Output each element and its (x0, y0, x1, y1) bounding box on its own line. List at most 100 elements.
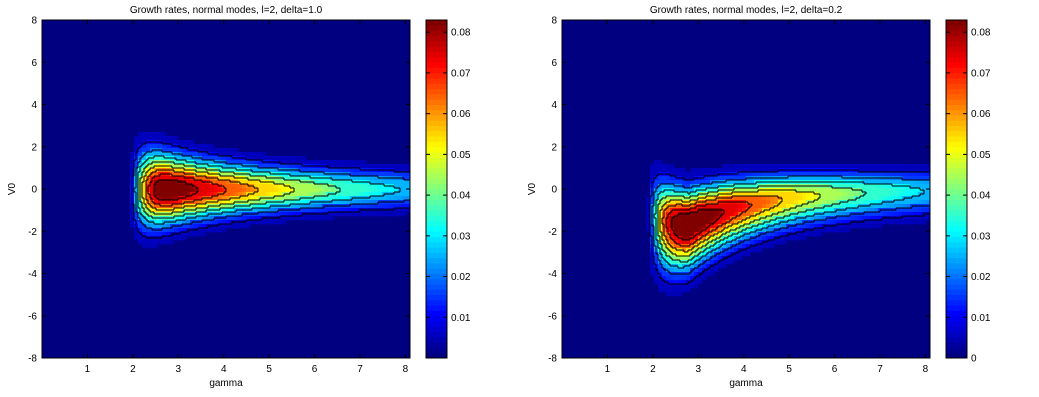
heatmap-cell (878, 184, 883, 189)
heatmap-cell (390, 204, 395, 209)
heatmap-cell (658, 244, 663, 249)
heatmap-cell (650, 196, 655, 201)
heatmap-cell (166, 176, 171, 181)
heatmap-cell (746, 244, 751, 249)
heatmap-cell (870, 220, 875, 225)
heatmap-cell (322, 184, 327, 189)
heatmap-cell (794, 224, 799, 229)
heatmap-cell (734, 164, 739, 169)
colorbar-segment (426, 278, 447, 285)
heatmap-cell (358, 204, 363, 209)
heatmap-cell (302, 156, 307, 161)
heatmap-cell (282, 196, 287, 201)
heatmap-cell (174, 212, 179, 217)
heatmap-cell (302, 188, 307, 193)
heatmap-cell (354, 172, 359, 177)
heatmap-cell (158, 180, 163, 185)
heatmap-cell (818, 188, 823, 193)
heatmap-cell (182, 148, 187, 153)
heatmap-cell (406, 176, 411, 181)
colorbar-segment (946, 189, 967, 195)
heatmap-cell (274, 180, 279, 185)
heatmap-cell (394, 204, 399, 209)
heatmap-cell (718, 228, 723, 233)
heatmap-cell (382, 212, 387, 217)
heatmap-cell (794, 196, 799, 201)
heatmap-cell (230, 216, 235, 221)
heatmap-cell (390, 180, 395, 185)
heatmap-cell (206, 144, 211, 149)
heatmap-cell (810, 204, 815, 209)
colorbar-segment (426, 51, 447, 58)
heatmap-cell (278, 180, 283, 185)
heatmap-cell (874, 168, 879, 173)
heatmap-cell (150, 180, 155, 185)
heatmap-cell (718, 216, 723, 221)
heatmap-cell (754, 200, 759, 205)
heatmap-cell (826, 176, 831, 181)
heatmap-cell (170, 148, 175, 153)
heatmap-cell (182, 152, 187, 157)
heatmap-cell (714, 256, 719, 261)
heatmap-cell (666, 252, 671, 257)
heatmap-cell (694, 276, 699, 281)
heatmap-cell (898, 212, 903, 217)
heatmap-cell (650, 232, 655, 237)
heatmap-cell (710, 236, 715, 241)
heatmap-cell (298, 192, 303, 197)
heatmap-cell (898, 180, 903, 185)
heatmap-cell (874, 184, 879, 189)
heatmap-cell (730, 240, 735, 245)
heatmap-cell (154, 220, 159, 225)
heatmap-cell (894, 196, 899, 201)
heatmap-cell (134, 232, 139, 237)
heatmap-cell (846, 204, 851, 209)
heatmap-cell (130, 208, 135, 213)
heatmap-cell (154, 200, 159, 205)
contour-line (139, 161, 341, 219)
heatmap-cell (270, 208, 275, 213)
heatmap-cell (286, 200, 291, 205)
heatmap-cell (174, 180, 179, 185)
heatmap-cell (658, 164, 663, 169)
heatmap-cell (838, 172, 843, 177)
heatmap-cell (354, 212, 359, 217)
heatmap-cell (694, 272, 699, 277)
heatmap-cell (666, 220, 671, 225)
heatmap-cell (722, 204, 727, 209)
heatmap-cell (818, 176, 823, 181)
heatmap-cell (714, 176, 719, 181)
heatmap-cell (778, 164, 783, 169)
heatmap-cell (746, 192, 751, 197)
heatmap-cell (358, 192, 363, 197)
heatmap-cell (398, 164, 403, 169)
heatmap-cell (282, 156, 287, 161)
heatmap-cell (354, 184, 359, 189)
heatmap-cell (698, 268, 703, 273)
heatmap-cell (862, 168, 867, 173)
heatmap-cell (650, 264, 655, 269)
heatmap-cell (362, 184, 367, 189)
heatmap-cell (762, 224, 767, 229)
heatmap-cell (654, 180, 659, 185)
heatmap-cell (678, 288, 683, 293)
heatmap-cell (770, 232, 775, 237)
heatmap-cell (866, 168, 871, 173)
heatmap-cell (194, 144, 199, 149)
heatmap-cell (254, 188, 259, 193)
heatmap-cell (150, 136, 155, 141)
heatmap-cell (910, 164, 915, 169)
heatmap-cell (162, 224, 167, 229)
heatmap-cell (198, 180, 203, 185)
heatmap-cell (658, 184, 663, 189)
heatmap-cell (154, 232, 159, 237)
colorbar-segment (426, 130, 447, 137)
heatmap-cell (862, 200, 867, 205)
heatmap-cell (802, 192, 807, 197)
heatmap-cell (186, 184, 191, 189)
heatmap-cell (906, 192, 911, 197)
heatmap-cell (766, 232, 771, 237)
heatmap-cell (914, 172, 919, 177)
heatmap-cell (726, 228, 731, 233)
heatmap-cell (150, 232, 155, 237)
